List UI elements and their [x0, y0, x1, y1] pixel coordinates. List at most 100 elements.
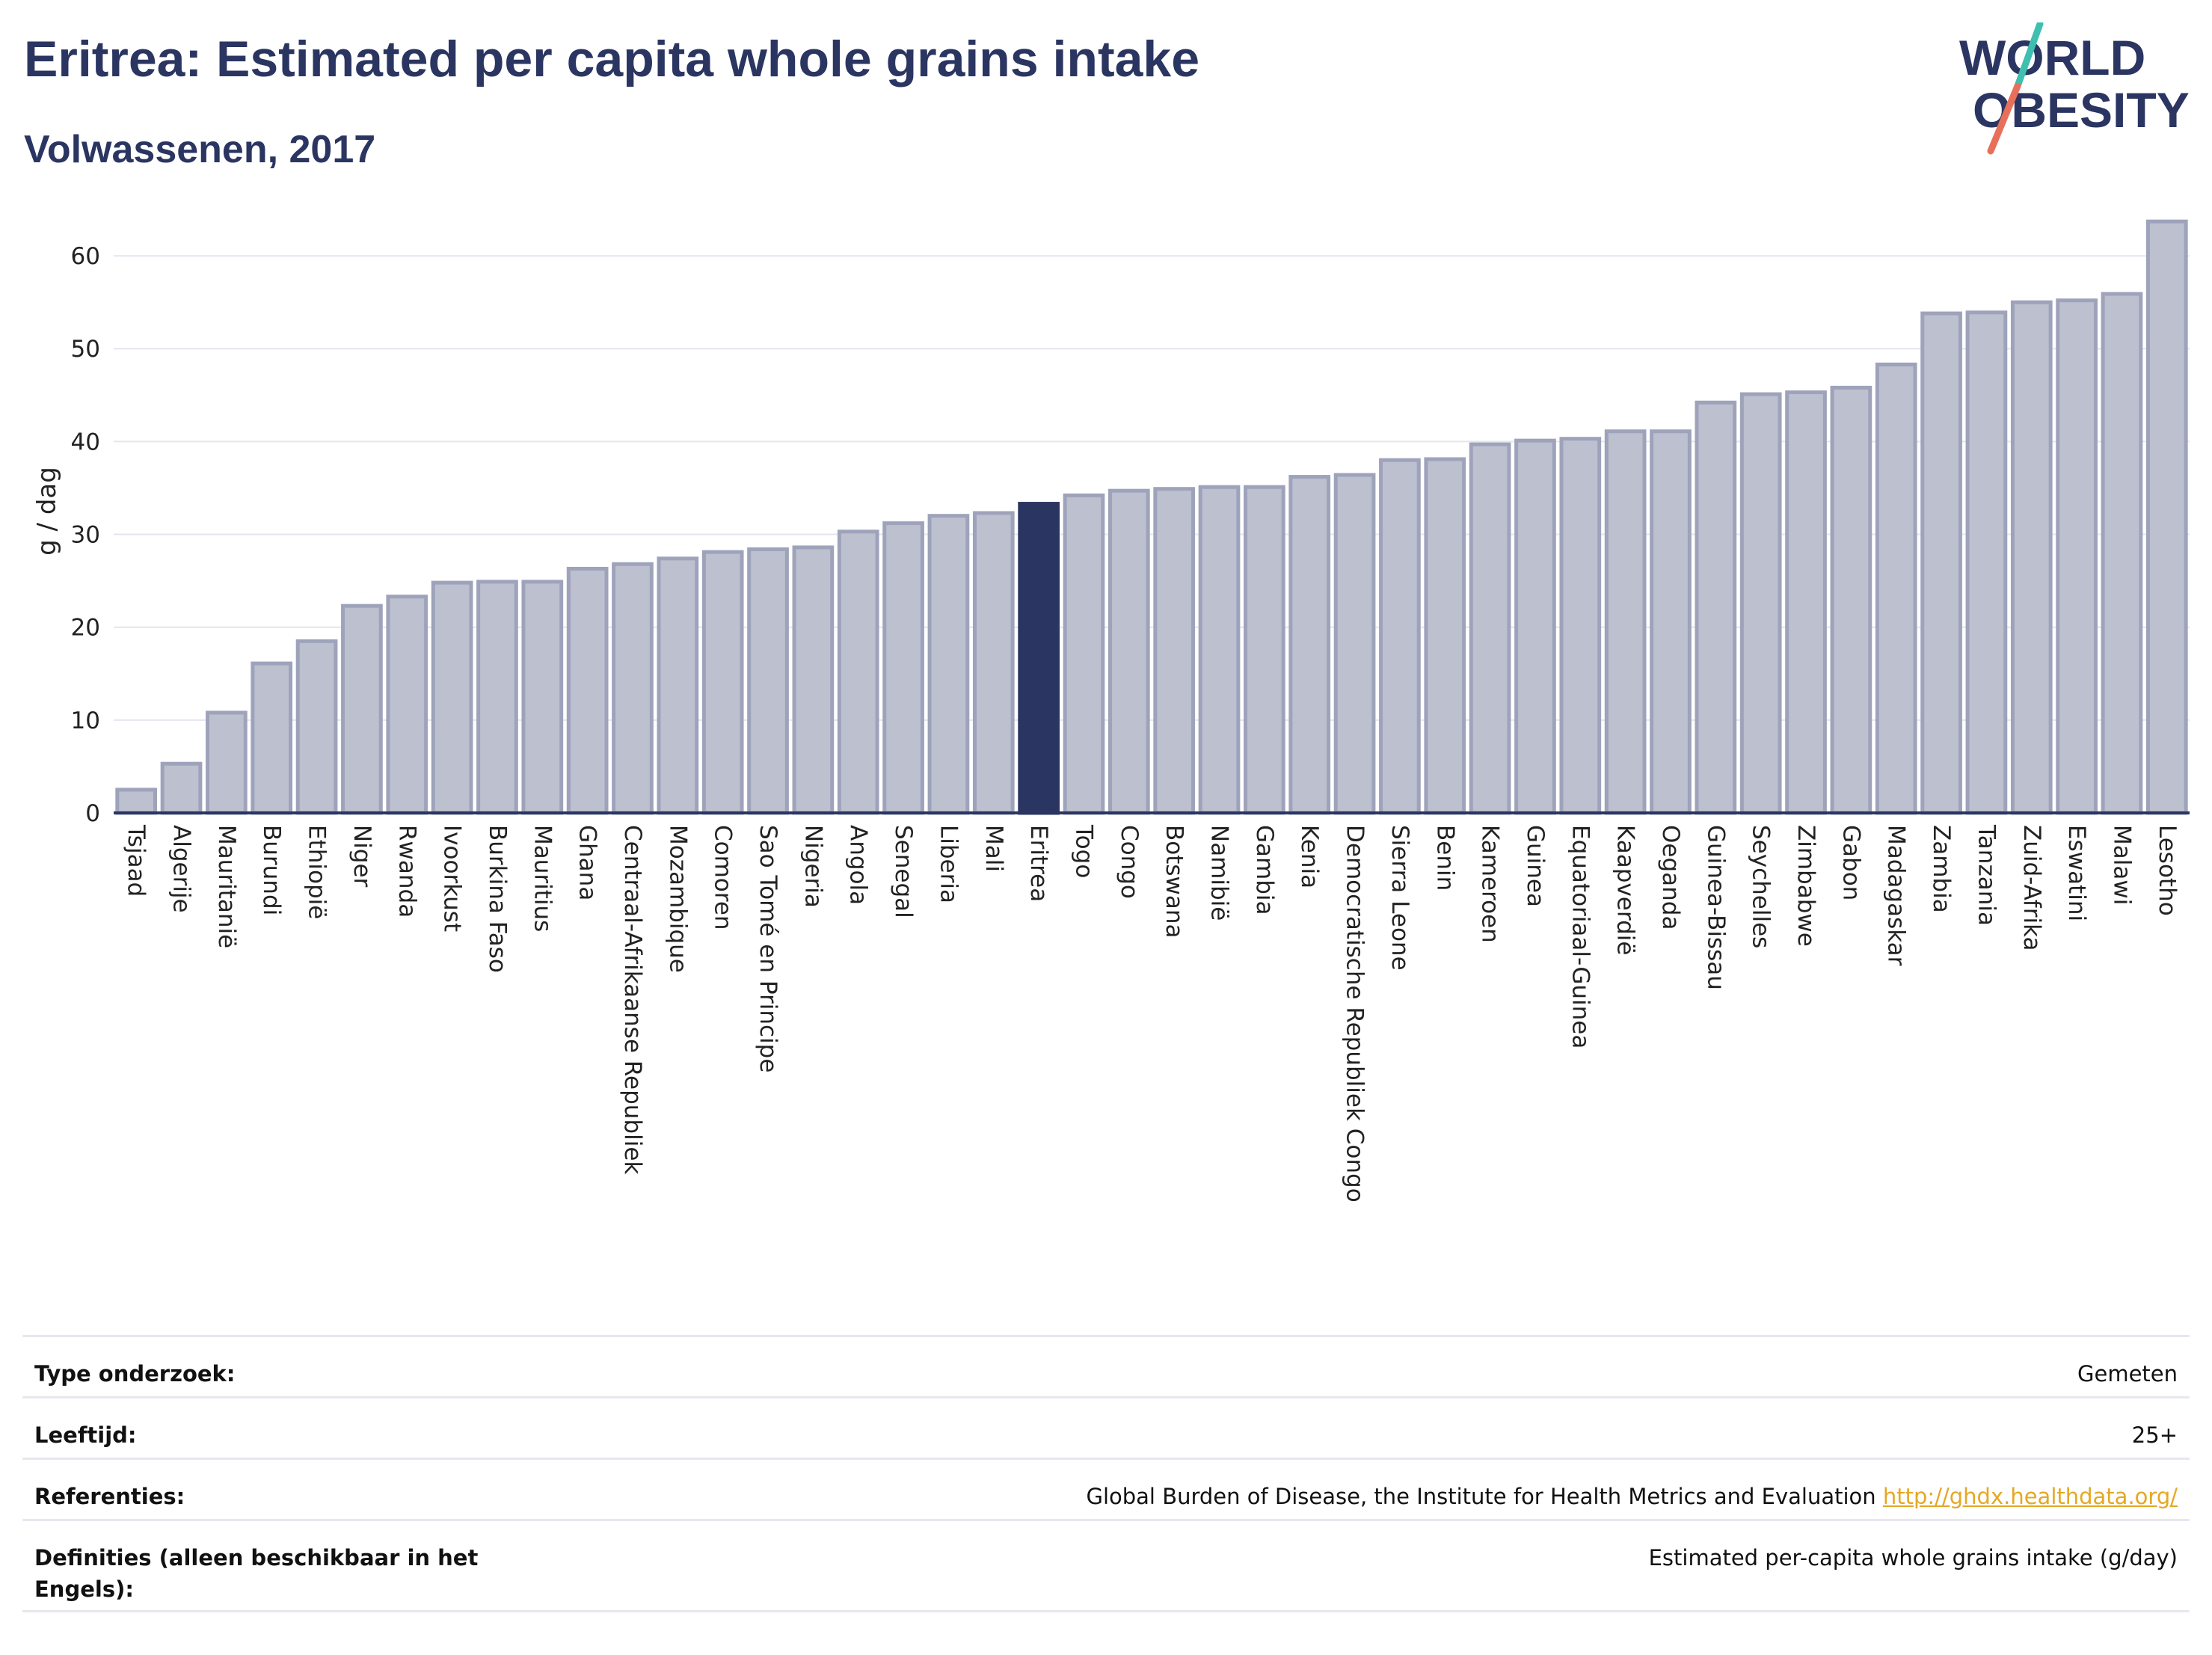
info-key: Leeftijd: — [34, 1422, 137, 1448]
bar — [160, 761, 203, 815]
x-tick-label: Congo — [1116, 825, 1143, 899]
bar — [566, 566, 609, 815]
bar — [1514, 438, 1556, 815]
info-value: 25+ — [2132, 1419, 2178, 1451]
x-tick-label: Mali — [980, 825, 1007, 872]
bar — [1424, 457, 1466, 815]
bar — [476, 580, 518, 815]
bar — [1650, 429, 1692, 815]
bar — [1018, 502, 1060, 815]
bar — [1198, 485, 1241, 815]
x-tick-label: Burkina Faso — [484, 825, 511, 973]
y-axis-label: g / dag — [32, 467, 62, 556]
bar — [1063, 493, 1105, 815]
x-tick-label: Eritrea — [1025, 825, 1052, 902]
x-tick-label: Tanzania — [1973, 824, 2000, 926]
bar — [1695, 400, 1737, 815]
bar — [1107, 488, 1150, 815]
bar — [1965, 310, 2008, 815]
logo-text-world: WORLD — [1959, 30, 2145, 85]
x-tick-label: Ivoorkust — [439, 825, 466, 932]
x-tick-label: Comoren — [710, 825, 737, 930]
bar — [657, 556, 699, 815]
x-tick-label: Madagaskar — [1883, 825, 1910, 966]
bar — [837, 529, 879, 815]
info-value-text: Estimated per-capita whole grains intake… — [1648, 1545, 2178, 1570]
bar — [431, 580, 473, 815]
bar — [701, 550, 744, 815]
bar — [792, 545, 835, 815]
bar — [612, 562, 654, 815]
info-row: Type onderzoek: Gemeten — [22, 1335, 2190, 1396]
bar — [747, 547, 789, 815]
x-tick-label: Sao Tomé en Principe — [755, 825, 781, 1072]
bar — [295, 639, 338, 815]
chart-subtitle: Volwassenen, 2017 — [24, 128, 376, 171]
bar — [1559, 437, 1602, 815]
info-value-text: Global Burden of Disease, the Institute … — [1086, 1484, 1876, 1509]
x-tick-label: Zambia — [1928, 825, 1955, 913]
x-tick-label: Namibië — [1206, 825, 1233, 921]
info-value: Estimated per-capita whole grains intake… — [1649, 1542, 2178, 1573]
x-tick-label: Nigeria — [799, 825, 826, 908]
bar — [1920, 311, 1962, 815]
bar — [206, 710, 248, 815]
info-row: Referenties: Global Burden of Disease, th… — [22, 1458, 2190, 1519]
world-obesity-logo: WORLD OBESITY — [1959, 22, 2190, 155]
x-tick-label: Senegal — [890, 825, 917, 918]
logo-slash-top — [2014, 22, 2044, 90]
y-tick-label: 20 — [71, 615, 100, 642]
x-tick-label: Niger — [348, 825, 375, 888]
info-value: Global Burden of Disease, the Institute … — [1086, 1481, 2178, 1512]
x-tick-label: Botswana — [1161, 825, 1188, 939]
info-value-text: 25+ — [2131, 1422, 2178, 1448]
y-tick-label: 40 — [71, 429, 100, 455]
bar — [1785, 390, 1827, 815]
y-tick-label: 30 — [71, 522, 100, 549]
reference-link[interactable]: http://ghdx.healthdata.org/ — [1882, 1484, 2178, 1509]
bar — [2101, 292, 2143, 815]
bar — [1875, 362, 1917, 815]
x-tick-label: Sierra Leone — [1386, 825, 1413, 971]
x-tick-label: Ethiopië — [304, 825, 331, 919]
y-tick-label: 50 — [71, 336, 100, 363]
bar — [1244, 485, 1285, 815]
x-tick-label: Mauritius — [529, 825, 556, 932]
y-tick-label: 10 — [71, 707, 100, 734]
bar — [1604, 429, 1647, 815]
bar — [341, 604, 383, 815]
x-tick-label: Algerije — [168, 825, 195, 913]
info-key: Type onderzoek: — [34, 1361, 236, 1387]
x-tick-label: Democratische Republiek Congo — [1342, 825, 1368, 1203]
x-tick-label: Togo — [1070, 824, 1097, 878]
y-tick-label: 60 — [71, 243, 100, 270]
bar — [521, 580, 564, 815]
x-tick-label: Eswatini — [2063, 825, 2090, 921]
info-value-text: Gemeten — [2077, 1361, 2178, 1387]
x-tick-label: Guinea-Bissau — [1702, 825, 1729, 990]
x-tick-label: Mauritanië — [213, 825, 240, 948]
x-tick-label: Rwanda — [393, 825, 420, 918]
x-tick-label: Tsjaad — [123, 824, 150, 897]
x-tick-label: Centraal-Afrikaanse Republiek — [619, 825, 646, 1174]
bar — [1379, 458, 1421, 815]
info-row: Leeftijd: 25+ — [22, 1396, 2190, 1458]
y-tick-label: 0 — [85, 800, 100, 827]
info-row: Definities (alleen beschikbaar in het En… — [22, 1519, 2190, 1612]
bar-chart: 0 10 20 30 40 50 60 g / dag Tsjaad Algerije Maurit… — [32, 219, 2190, 1203]
x-tick-label: Gabon — [1837, 825, 1864, 900]
x-tick-label: Burundi — [258, 825, 285, 915]
x-tick-label: Zimbabwe — [1792, 825, 1819, 947]
bar — [251, 661, 293, 815]
x-tick-label: Liberia — [935, 825, 962, 903]
x-tick-label: Seychelles — [1748, 825, 1775, 948]
bar — [1830, 385, 1872, 815]
x-tick-label: Mozambique — [664, 825, 691, 973]
info-key: Referenties: — [34, 1484, 185, 1509]
x-tick-label: Ghana — [574, 825, 601, 900]
bar — [1288, 475, 1331, 815]
bar — [882, 521, 924, 815]
bar — [1333, 473, 1376, 815]
bar — [1153, 487, 1196, 815]
info-table: Type onderzoek: Gemeten Leeftijd: 25+ Refere… — [22, 1335, 2190, 1612]
